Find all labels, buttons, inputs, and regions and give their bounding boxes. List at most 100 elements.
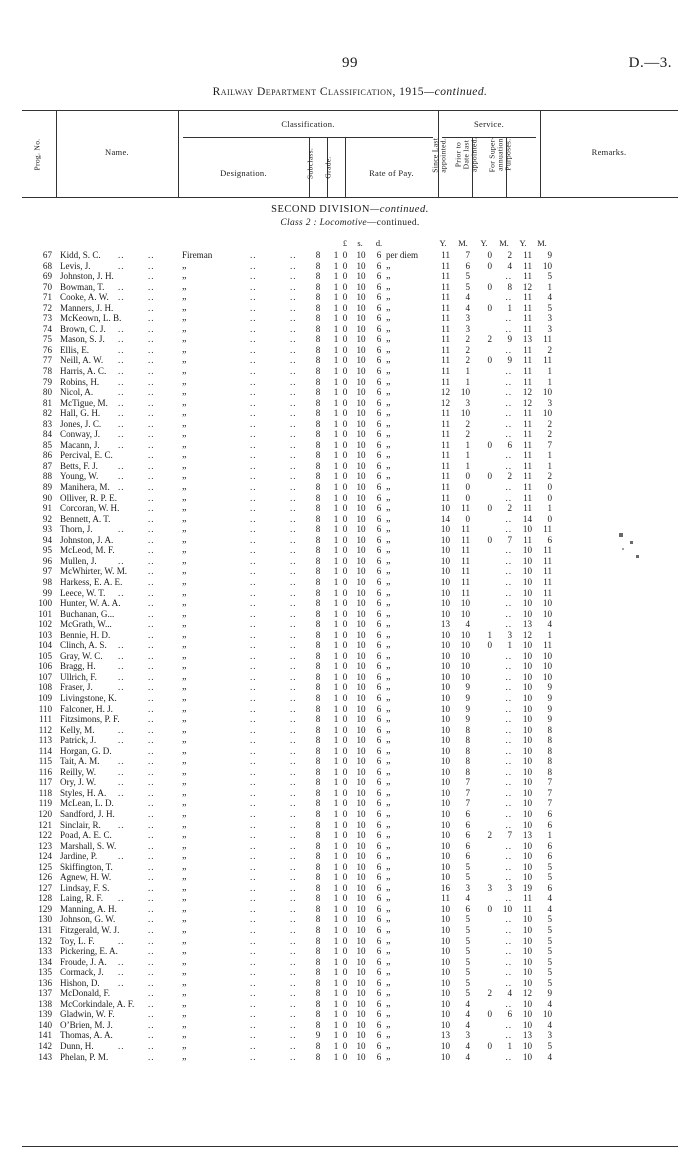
- cell-superannuation-years: 10: [522, 946, 532, 957]
- cell-prior-appointment-none: ..: [505, 1030, 512, 1041]
- cell-pay-pounds: 0: [342, 250, 348, 260]
- cell-pay-shillings: 10: [356, 682, 366, 693]
- cell-pay-pence: 6: [376, 366, 382, 377]
- cell-subclass: 8: [315, 777, 321, 788]
- group-rule-classification: [183, 137, 433, 138]
- cell-pay-shillings: 10: [356, 808, 366, 819]
- cell-leader-dots: ..: [290, 787, 297, 798]
- cell-prior-appointment-months: 2: [507, 503, 512, 514]
- cell-pay-pounds: 0: [342, 872, 348, 883]
- cell-since-last-appointed-months: 8: [465, 756, 470, 767]
- cell-leader-dots: ..: [290, 418, 297, 429]
- cell-designation: „: [182, 586, 187, 598]
- cell-designation: „: [182, 1018, 187, 1030]
- cell-leader-dots: ..: [290, 608, 297, 619]
- cell-leader-dots: ..: [148, 903, 155, 914]
- cell-subclass: 8: [315, 671, 321, 682]
- cell-leader-dots: ..: [250, 629, 257, 640]
- cell-pay-note: „: [386, 892, 391, 904]
- cell-name: Johnston, J. H.: [60, 271, 114, 282]
- cell-name: Harkess, E. A. E.: [60, 576, 123, 587]
- cell-leader-dots: ..: [148, 387, 155, 398]
- cell-name-leader-dots: ..: [118, 851, 125, 862]
- cell-leader-dots: ..: [290, 714, 297, 725]
- cell-name: Johnson, G. W.: [60, 914, 116, 925]
- cell-since-last-appointed-months: 4: [465, 302, 470, 313]
- cell-subclass: 8: [315, 629, 321, 640]
- cell-designation: „: [182, 902, 187, 914]
- table-head: Classification. Service. Prog. No. Name.…: [22, 111, 678, 198]
- cell-pay-pence: 6: [376, 714, 382, 725]
- cell-name: Kidd, S. C.: [60, 250, 101, 260]
- cell-leader-dots: ..: [290, 408, 297, 419]
- cell-since-last-appointed-months: 11: [461, 576, 470, 587]
- cell-pay-pounds: 0: [342, 956, 348, 967]
- cell-name-leader-dots: ..: [118, 756, 125, 767]
- cell-pay-pence: 6: [376, 914, 382, 925]
- table-row: 83 Jones, J. C..... „.... 8 1 0 10 6 „ 11 2.. 11 2: [22, 418, 678, 430]
- cell-designation: „: [182, 523, 187, 535]
- cell-superannuation-months: 0: [547, 492, 552, 503]
- cell-since-last-appointed-months: 5: [465, 935, 470, 946]
- cell-pay-pounds: 0: [342, 840, 348, 851]
- cell-superannuation-months: 6: [547, 808, 552, 819]
- cell-pay-pence: 6: [376, 861, 382, 872]
- cell-leader-dots: ..: [290, 777, 297, 788]
- cell-pay-shillings: 10: [356, 460, 366, 471]
- cell-pay-pence: 6: [376, 629, 382, 640]
- paper-speck: [622, 548, 624, 550]
- cell-pay-pence: 6: [376, 260, 382, 271]
- cell-subclass: 8: [315, 323, 321, 334]
- cell-prog-no: 90: [42, 492, 52, 503]
- cell-grade: 1: [333, 819, 339, 830]
- cell-superannuation-years: 11: [523, 450, 532, 461]
- cell-designation: „: [182, 723, 187, 735]
- cell-grade: 1: [333, 608, 339, 619]
- cell-superannuation-years: 11: [523, 418, 532, 429]
- cell-leader-dots: ..: [290, 460, 297, 471]
- cell-pay-pence: 6: [376, 429, 382, 440]
- cell-leader-dots: ..: [250, 408, 257, 419]
- cell-designation: „: [182, 343, 187, 355]
- cell-since-last-appointed-years: 12: [440, 387, 450, 398]
- cell-leader-dots: ..: [290, 513, 297, 524]
- cell-superannuation-months: 5: [547, 925, 552, 935]
- cell-designation: „: [182, 259, 187, 271]
- cell-name-leader-dots: ..: [118, 260, 125, 271]
- cell-designation: „: [182, 807, 187, 819]
- cell-name: Bowman, T.: [60, 281, 105, 292]
- cell-pay-note: „: [386, 544, 391, 556]
- cell-name: Fitzsimons, P. F.: [60, 714, 120, 725]
- cell-pay-pounds: 0: [342, 861, 348, 872]
- cell-name-leader-dots: ..: [118, 323, 125, 334]
- cell-pay-shillings: 10: [356, 619, 366, 630]
- cell-leader-dots: ..: [148, 1009, 155, 1020]
- cell-since-last-appointed-months: 4: [465, 619, 470, 630]
- cell-pay-note: „: [386, 428, 391, 440]
- cell-name-leader-dots: ..: [118, 671, 125, 682]
- cell-name-leader-dots: ..: [118, 366, 125, 377]
- cell-pay-pence: 6: [376, 608, 382, 619]
- table-row: 123 Marshall, S. W... „.... 8 1 0 10 6 „ 10 6.. 10 6: [22, 840, 678, 852]
- cell-name-leader-dots: ..: [118, 429, 125, 440]
- unit-pounds: £: [342, 239, 348, 248]
- cell-superannuation-years: 10: [522, 935, 532, 946]
- cell-pay-note: „: [386, 597, 391, 609]
- cell-leader-dots: ..: [250, 925, 257, 935]
- cell-name: McWhirter, W. M.: [60, 566, 128, 577]
- cell-pay-shillings: 10: [356, 735, 366, 746]
- cell-leader-dots: ..: [290, 587, 297, 598]
- cell-pay-note: „: [386, 491, 391, 503]
- cell-prog-no: 116: [38, 766, 52, 777]
- cell-pay-pounds: 0: [342, 998, 348, 1009]
- cell-grade: 1: [333, 903, 339, 914]
- cell-prior-appointment-none: ..: [505, 450, 512, 461]
- cell-since-last-appointed-months: 1: [465, 366, 470, 377]
- cell-designation: „: [182, 322, 187, 334]
- cell-name-leader-dots: ..: [118, 977, 125, 988]
- cell-subclass: 8: [315, 313, 321, 324]
- cell-leader-dots: ..: [148, 482, 155, 493]
- cell-name: O’Brien, M. J.: [60, 1019, 113, 1030]
- cell-leader-dots: ..: [290, 1030, 297, 1041]
- cell-superannuation-months: 1: [547, 830, 552, 841]
